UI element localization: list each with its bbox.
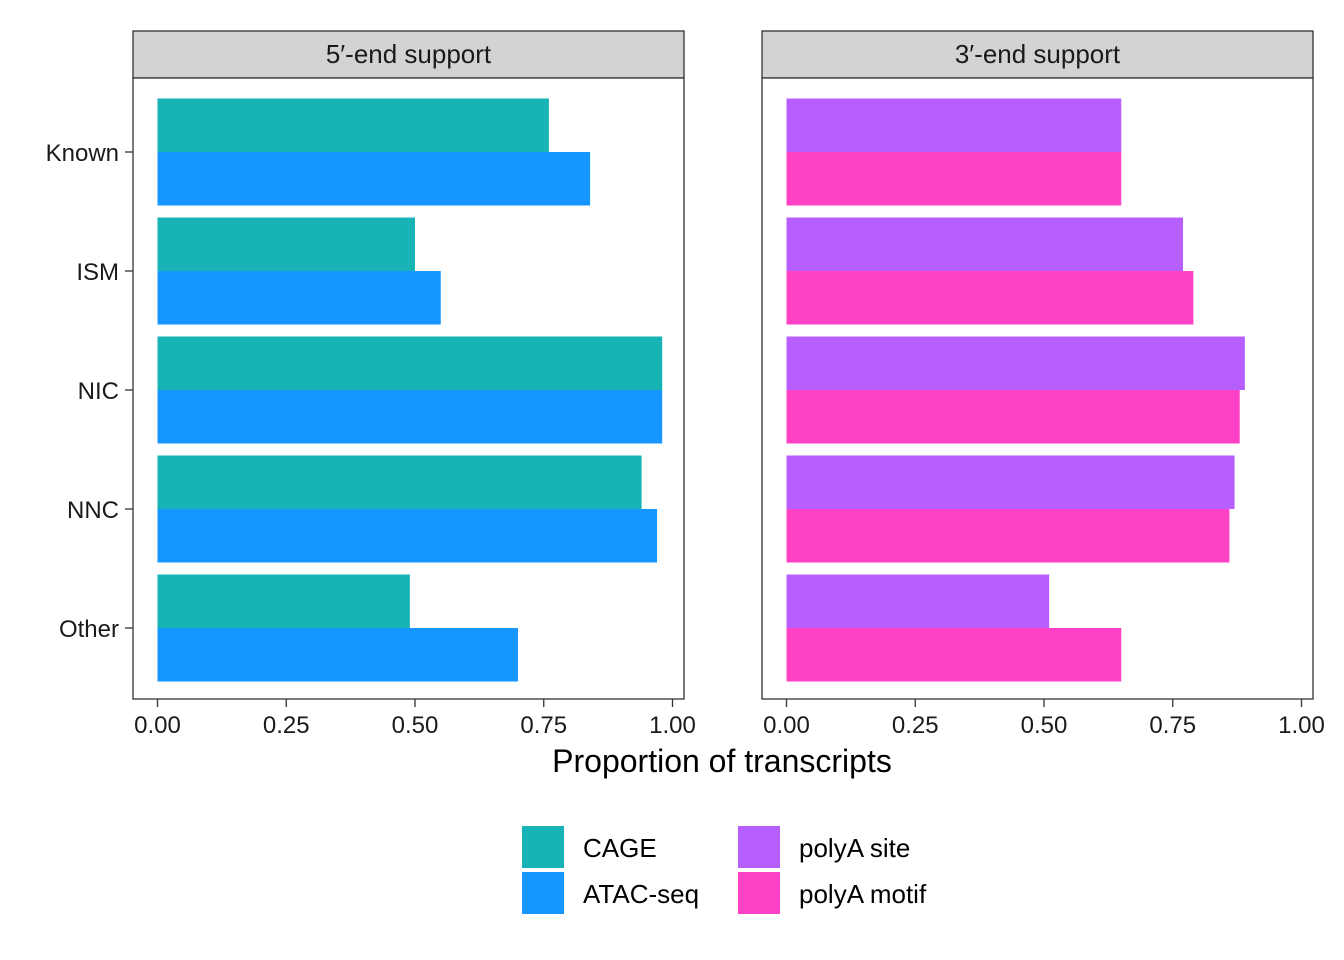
facet-strip [132,30,685,79]
bar-polya-site-nnc [786,455,1235,509]
facet-title: 5′-end support [326,39,492,69]
bar-atac-seq-nic [157,390,663,444]
legend-key-polya-motif [738,872,780,914]
legend-key-polya-site [738,826,780,868]
bar-group [786,98,1245,682]
x-tick-label: 0.25 [892,712,939,739]
bar-group [157,98,663,682]
legend-label-cage: CAGE [583,833,657,863]
facet-title: 3′-end support [955,39,1121,69]
bar-polya-motif-known [786,152,1122,206]
legend-key-atac-seq [522,872,564,914]
legend-label-polya-site: polyA site [799,833,910,863]
bar-polya-site-ism [786,217,1184,271]
y-tick-label-nic: NIC [78,378,119,405]
legend-label-atac-seq: ATAC-seq [583,879,699,909]
bar-cage-other [157,574,410,628]
bar-polya-motif-nic [786,390,1240,444]
bar-polya-site-other [786,574,1050,628]
facet-3prime: 3′-end support 0.00 0.25 0.50 0.75 1.00 [761,30,1325,739]
x-tick-label: 0.00 [134,712,181,739]
bar-atac-seq-nnc [157,509,658,563]
bar-cage-nic [157,336,663,390]
y-tick-label-known: Known [46,140,119,167]
y-tick-label-ism: ISM [76,259,119,286]
bar-polya-site-known [786,98,1122,152]
bar-polya-site-nic [786,336,1245,390]
x-tick-label: 0.50 [1021,712,1068,739]
facet-strip [761,30,1314,79]
bar-cage-nnc [157,455,642,509]
bar-atac-seq-other [157,628,518,682]
x-axis: 0.00 0.25 0.50 0.75 1.00 [134,699,696,739]
y-axis: Known ISM NIC NNC Other [46,140,133,643]
y-tick-label-other: Other [59,616,119,643]
y-tick-label-nnc: NNC [67,497,119,524]
x-tick-label: 0.75 [1149,712,1196,739]
legend: CAGE ATAC-seq polyA site polyA motif [522,826,927,914]
bar-polya-motif-other [786,628,1122,682]
x-tick-label: 0.50 [392,712,439,739]
legend-label-polya-motif: polyA motif [799,879,927,909]
bar-atac-seq-ism [157,271,441,325]
x-axis: 0.00 0.25 0.50 0.75 1.00 [763,699,1325,739]
bar-cage-ism [157,217,415,271]
x-axis-title: Proportion of transcripts [552,743,892,779]
x-tick-label: 1.00 [649,712,696,739]
bar-cage-known [157,98,549,152]
x-tick-label: 1.00 [1278,712,1325,739]
x-tick-label: 0.75 [520,712,567,739]
bar-polya-motif-nnc [786,509,1230,563]
bar-atac-seq-known [157,152,591,206]
x-tick-label: 0.25 [263,712,310,739]
legend-key-cage [522,826,564,868]
bar-polya-motif-ism [786,271,1194,325]
facet-5prime: 5′-end support 0.00 0.25 0.50 0.75 1.00 Know… [46,30,696,739]
x-tick-label: 0.00 [763,712,810,739]
